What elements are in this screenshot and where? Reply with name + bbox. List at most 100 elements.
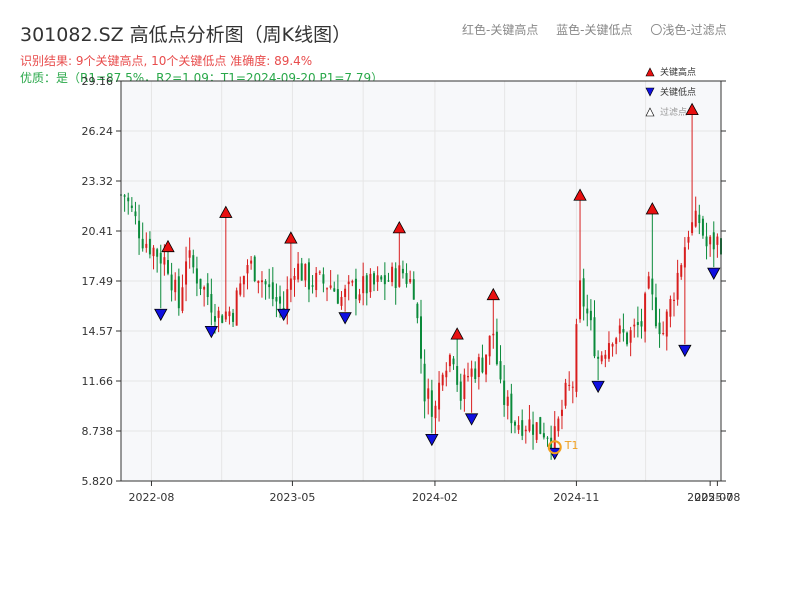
candle-body	[224, 311, 227, 320]
candle-body	[691, 222, 694, 234]
t1-circle	[547, 440, 562, 455]
candle-body	[127, 197, 130, 202]
low-marker	[154, 308, 168, 322]
candle-body	[553, 426, 556, 450]
candle-body	[253, 256, 256, 281]
high-marker	[392, 221, 406, 234]
candle-body	[597, 356, 600, 359]
candle-body	[568, 384, 571, 386]
candle-body	[441, 374, 444, 386]
y-tick-label: 14.57	[82, 325, 114, 338]
candle-body	[344, 288, 347, 298]
candle-body	[199, 278, 202, 289]
candle-body	[669, 299, 672, 317]
x-tick-label: 2024-02	[412, 491, 458, 504]
candle-body	[459, 381, 462, 401]
candle-body	[239, 283, 242, 295]
candle-body	[488, 335, 491, 357]
candle-body	[477, 357, 480, 378]
candle-body	[673, 299, 676, 301]
candle-body	[575, 324, 578, 392]
candle-body	[148, 238, 151, 255]
y-tick-label: 8.738	[82, 425, 114, 438]
candle-body	[709, 236, 712, 245]
candle-body	[322, 274, 325, 284]
candle-body	[532, 424, 535, 435]
y-tick-label: 20.41	[82, 225, 114, 238]
candle-body	[600, 355, 603, 362]
t1-label: T1	[564, 439, 579, 452]
candle-body	[683, 247, 686, 268]
legend-symbol	[645, 87, 655, 97]
candle-body	[275, 297, 278, 302]
candle-body	[448, 354, 451, 367]
candle-body	[217, 310, 220, 318]
candle-body	[716, 236, 719, 245]
candle-body	[405, 273, 408, 284]
candle-body	[387, 280, 390, 282]
candle-body	[611, 344, 614, 347]
x-tick-label: 2023-05	[269, 491, 315, 504]
candle-body	[474, 368, 477, 380]
candle-body	[326, 288, 329, 290]
candle-body	[304, 263, 307, 281]
candle-body	[260, 280, 263, 283]
candle-body	[571, 386, 574, 388]
candle-body	[582, 278, 585, 307]
candle-body	[228, 311, 231, 317]
candle-body	[680, 265, 683, 277]
candle-body	[264, 281, 267, 285]
candle-body	[394, 268, 397, 288]
candle-body	[401, 268, 404, 274]
candle-body	[257, 280, 260, 284]
low-marker	[678, 344, 692, 358]
candle-body	[423, 363, 426, 402]
candle-body	[589, 310, 592, 321]
candle-body	[347, 281, 350, 285]
candle-body	[506, 396, 509, 406]
candle-body	[665, 311, 668, 337]
candle-body	[517, 425, 520, 430]
candle-body	[712, 232, 715, 250]
candle-body	[311, 285, 314, 287]
candle-body	[557, 418, 560, 432]
candle-body	[383, 275, 386, 285]
y-tick-label: 29.16	[82, 75, 114, 88]
candle-body	[481, 357, 484, 373]
high-marker	[573, 188, 587, 201]
high-marker	[486, 287, 500, 301]
candle-body	[698, 214, 701, 224]
candle-body	[535, 422, 538, 440]
candle-body	[463, 374, 466, 400]
candle-body	[307, 262, 310, 290]
low-marker	[425, 433, 439, 447]
candle-body	[300, 263, 303, 281]
candle-body	[286, 289, 289, 312]
candle-body	[159, 252, 162, 264]
candle-body	[188, 250, 191, 258]
axes: 29.16 26.24 23.32 20.41 17.49 14.57 11.66 8.738…	[82, 75, 741, 504]
high-marker	[161, 239, 175, 253]
x-tick-label: 2024-11	[553, 491, 599, 504]
top-legend-red: 红色-关键高点	[462, 23, 539, 37]
candle-body	[333, 288, 336, 292]
candle-body	[607, 343, 610, 359]
markers: T1	[154, 102, 721, 461]
candle-body	[466, 376, 469, 378]
candle-body	[362, 276, 365, 294]
candle-body	[701, 218, 704, 236]
candle-body	[427, 388, 430, 399]
y-tick-label: 5.820	[82, 475, 114, 488]
candle-body	[521, 420, 524, 436]
candle-body	[586, 308, 589, 314]
candle-body	[495, 331, 498, 365]
candle-body	[647, 276, 650, 289]
candle-body	[351, 281, 354, 283]
x-tick-label: 2025-08	[694, 491, 740, 504]
candle-body	[141, 238, 144, 249]
candle-body	[492, 333, 495, 336]
candle-body	[221, 315, 224, 323]
candle-body	[250, 260, 253, 264]
